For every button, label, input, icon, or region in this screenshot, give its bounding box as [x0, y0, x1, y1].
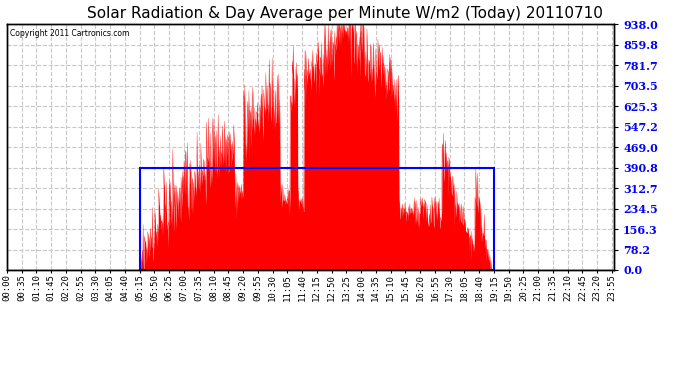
- Bar: [140, 168, 494, 270]
- Text: Solar Radiation & Day Average per Minute W/m2 (Today) 20110710: Solar Radiation & Day Average per Minute…: [87, 6, 603, 21]
- Text: Copyright 2011 Cartronics.com: Copyright 2011 Cartronics.com: [10, 29, 129, 38]
